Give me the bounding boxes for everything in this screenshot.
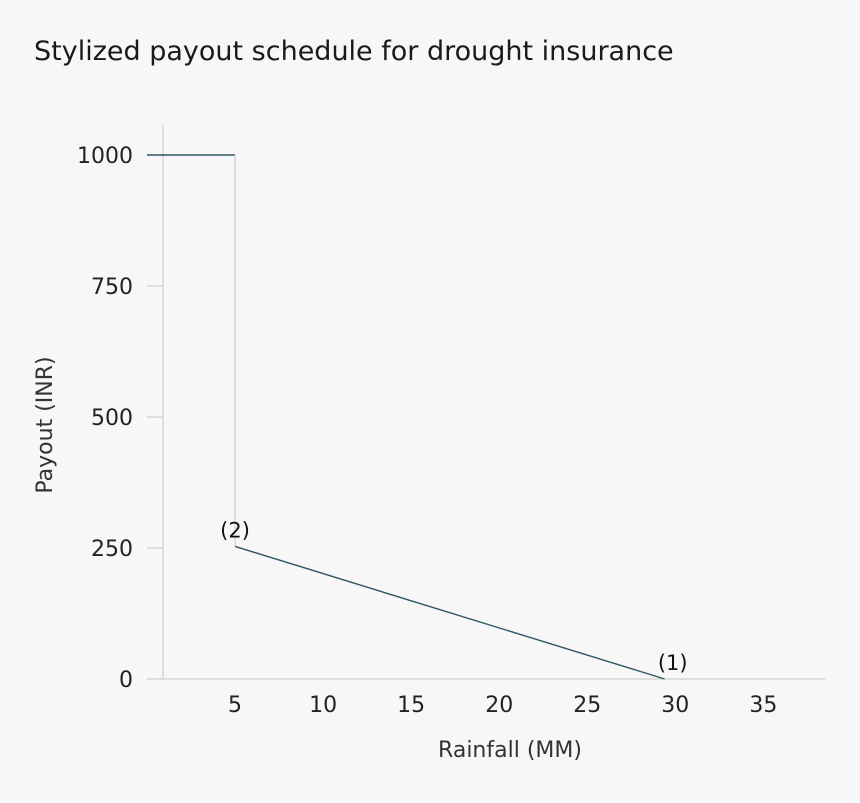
series-segment — [234, 545, 665, 680]
labels: (2) (1) Rainfall (MM) Payout (INR) — [33, 356, 688, 763]
y-tick-label: 500 — [91, 406, 133, 431]
y-tick-label: 0 — [119, 668, 133, 693]
y-tick-label: 1000 — [77, 144, 133, 169]
series — [147, 154, 825, 680]
y-axis-title: Payout (INR) — [33, 356, 58, 493]
y-tick-label: 250 — [91, 537, 133, 562]
x-tick-label: 10 — [309, 693, 337, 718]
y-tick-label: 750 — [91, 275, 133, 300]
annotation-label: (1) — [658, 651, 688, 675]
ticks: 0 250 500 750 1000 5 10 15 20 25 30 35 — [77, 144, 777, 718]
x-tick-label: 35 — [749, 693, 777, 718]
x-tick-label: 5 — [228, 693, 242, 718]
x-tick-label: 30 — [661, 693, 689, 718]
annotation-label: (2) — [220, 518, 250, 542]
chart-title: Stylized payout schedule for drought ins… — [34, 36, 674, 67]
axes — [147, 125, 825, 680]
x-axis-title: Rainfall (MM) — [438, 738, 582, 763]
x-tick-label: 15 — [397, 693, 425, 718]
x-tick-label: 20 — [485, 693, 513, 718]
x-tick-label: 25 — [573, 693, 601, 718]
